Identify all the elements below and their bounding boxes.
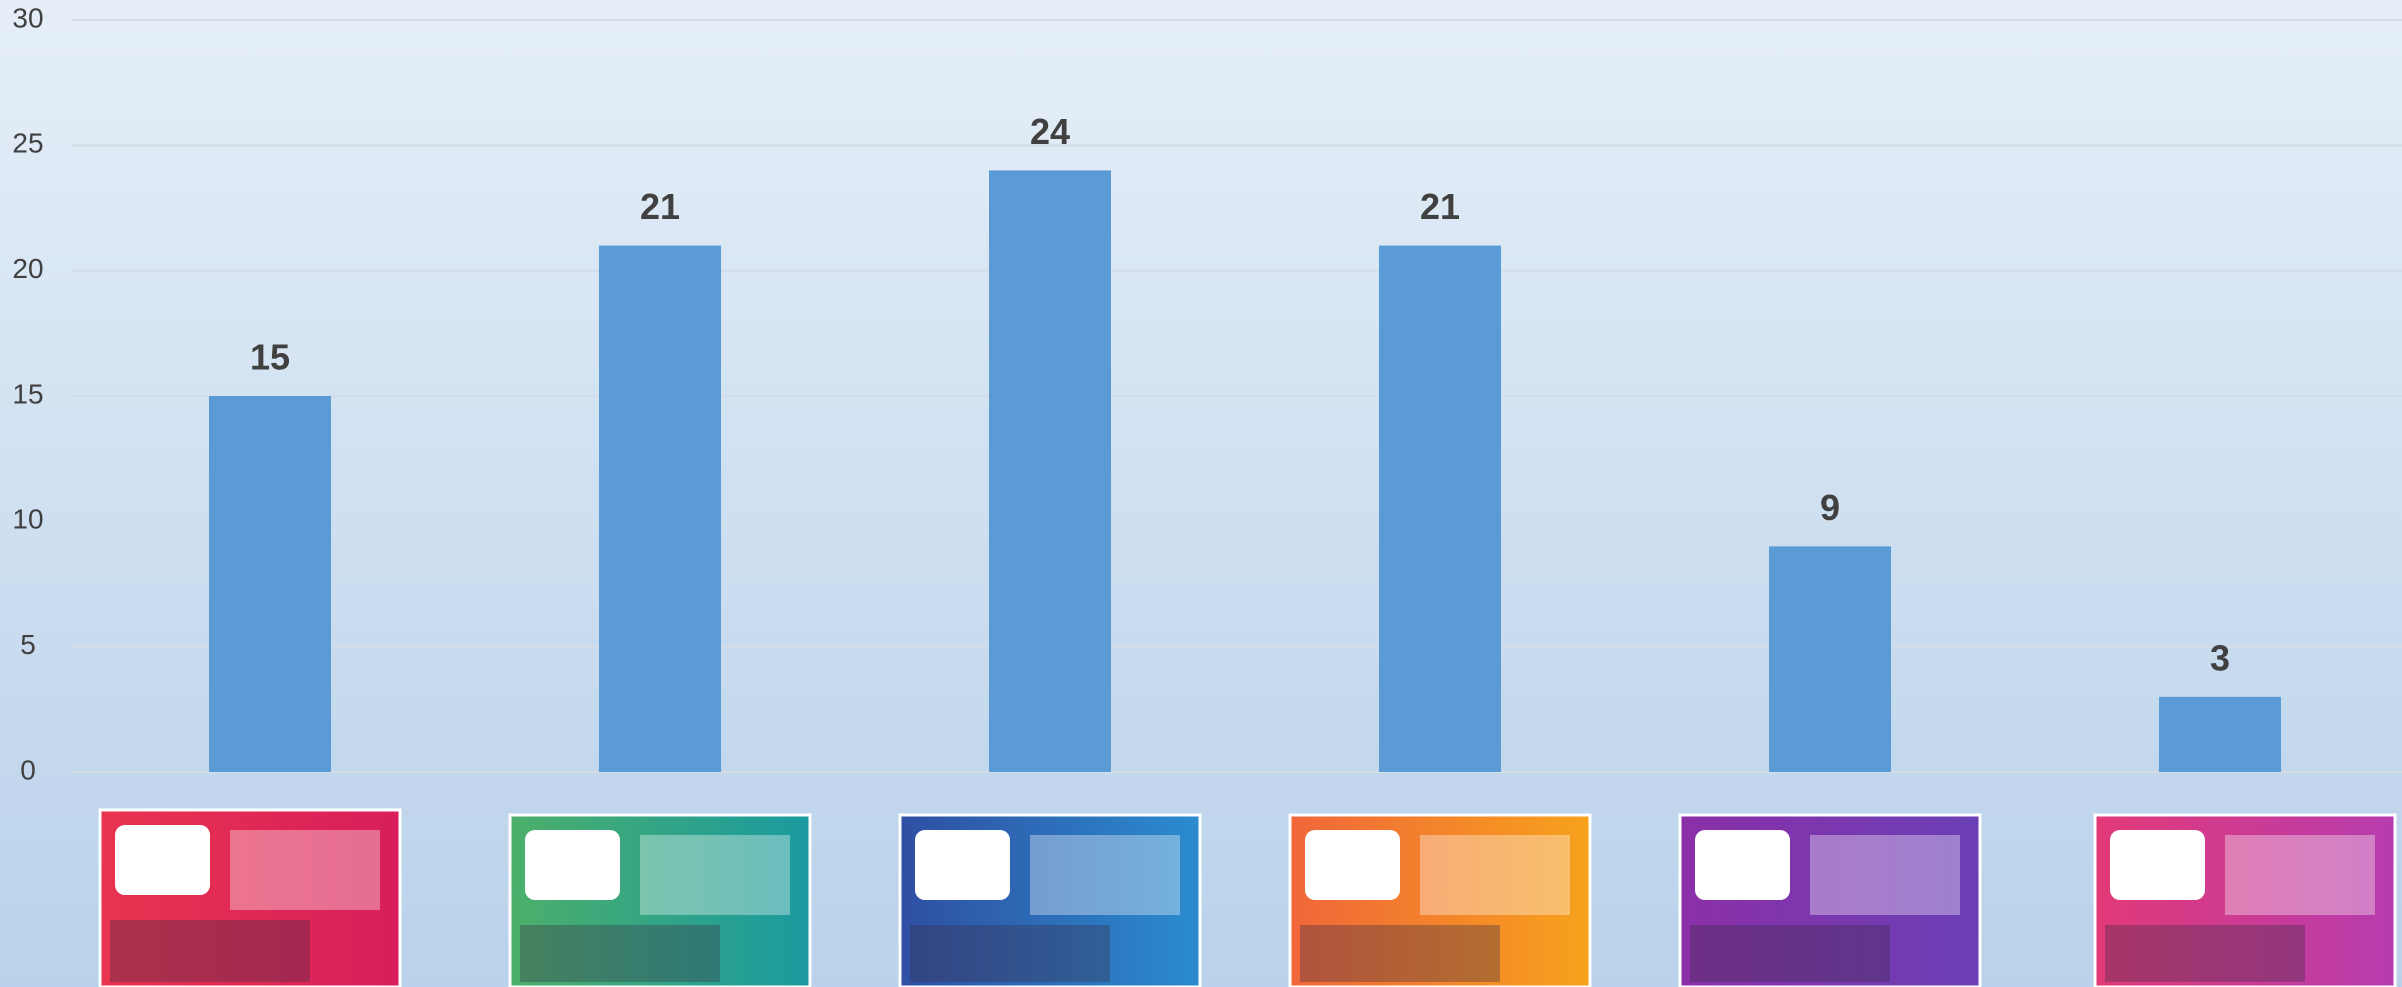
data-label: 21 <box>1420 186 1460 227</box>
data-label: 15 <box>250 337 290 378</box>
thumbnail-text-block <box>640 835 790 915</box>
thumbnail-bubble <box>525 830 620 900</box>
data-label: 9 <box>1820 487 1840 528</box>
thumbnail-bubble <box>1695 830 1790 900</box>
thumbnail-text-block <box>2225 835 2375 915</box>
thumbnail-people <box>910 925 1110 982</box>
thumbnail-text-block <box>1420 835 1570 915</box>
data-label: 24 <box>1030 111 1070 152</box>
bar <box>2159 696 2281 772</box>
y-tick-label: 10 <box>12 504 43 535</box>
bar <box>1379 245 1501 773</box>
y-tick-label: 15 <box>12 378 43 409</box>
thumbnail-text-block <box>1030 835 1180 915</box>
thumbnail-bubble <box>115 825 210 895</box>
data-label: 21 <box>640 186 680 227</box>
thumbnail-people <box>520 925 720 982</box>
y-tick-label: 5 <box>20 629 36 660</box>
thumbnail-bubble <box>2110 830 2205 900</box>
thumbnail-bubble <box>1305 830 1400 900</box>
thumbnail-text-block <box>230 830 380 910</box>
bar <box>1769 546 1891 772</box>
thumbnail-people <box>110 920 310 982</box>
bar <box>599 245 721 773</box>
category-thumbnail <box>508 813 812 987</box>
data-label: 3 <box>2210 637 2230 678</box>
y-tick-label: 30 <box>12 2 43 33</box>
bar <box>989 170 1111 772</box>
y-tick-label: 20 <box>12 253 43 284</box>
bar <box>209 396 331 772</box>
thumbnail-people <box>1690 925 1890 982</box>
y-tick-label: 25 <box>12 128 43 159</box>
y-tick-label: 0 <box>20 754 36 785</box>
thumbnail-bubble <box>915 830 1010 900</box>
thumbnail-people <box>1300 925 1500 982</box>
thumbnail-people <box>2105 925 2305 982</box>
thumbnail-text-block <box>1810 835 1960 915</box>
